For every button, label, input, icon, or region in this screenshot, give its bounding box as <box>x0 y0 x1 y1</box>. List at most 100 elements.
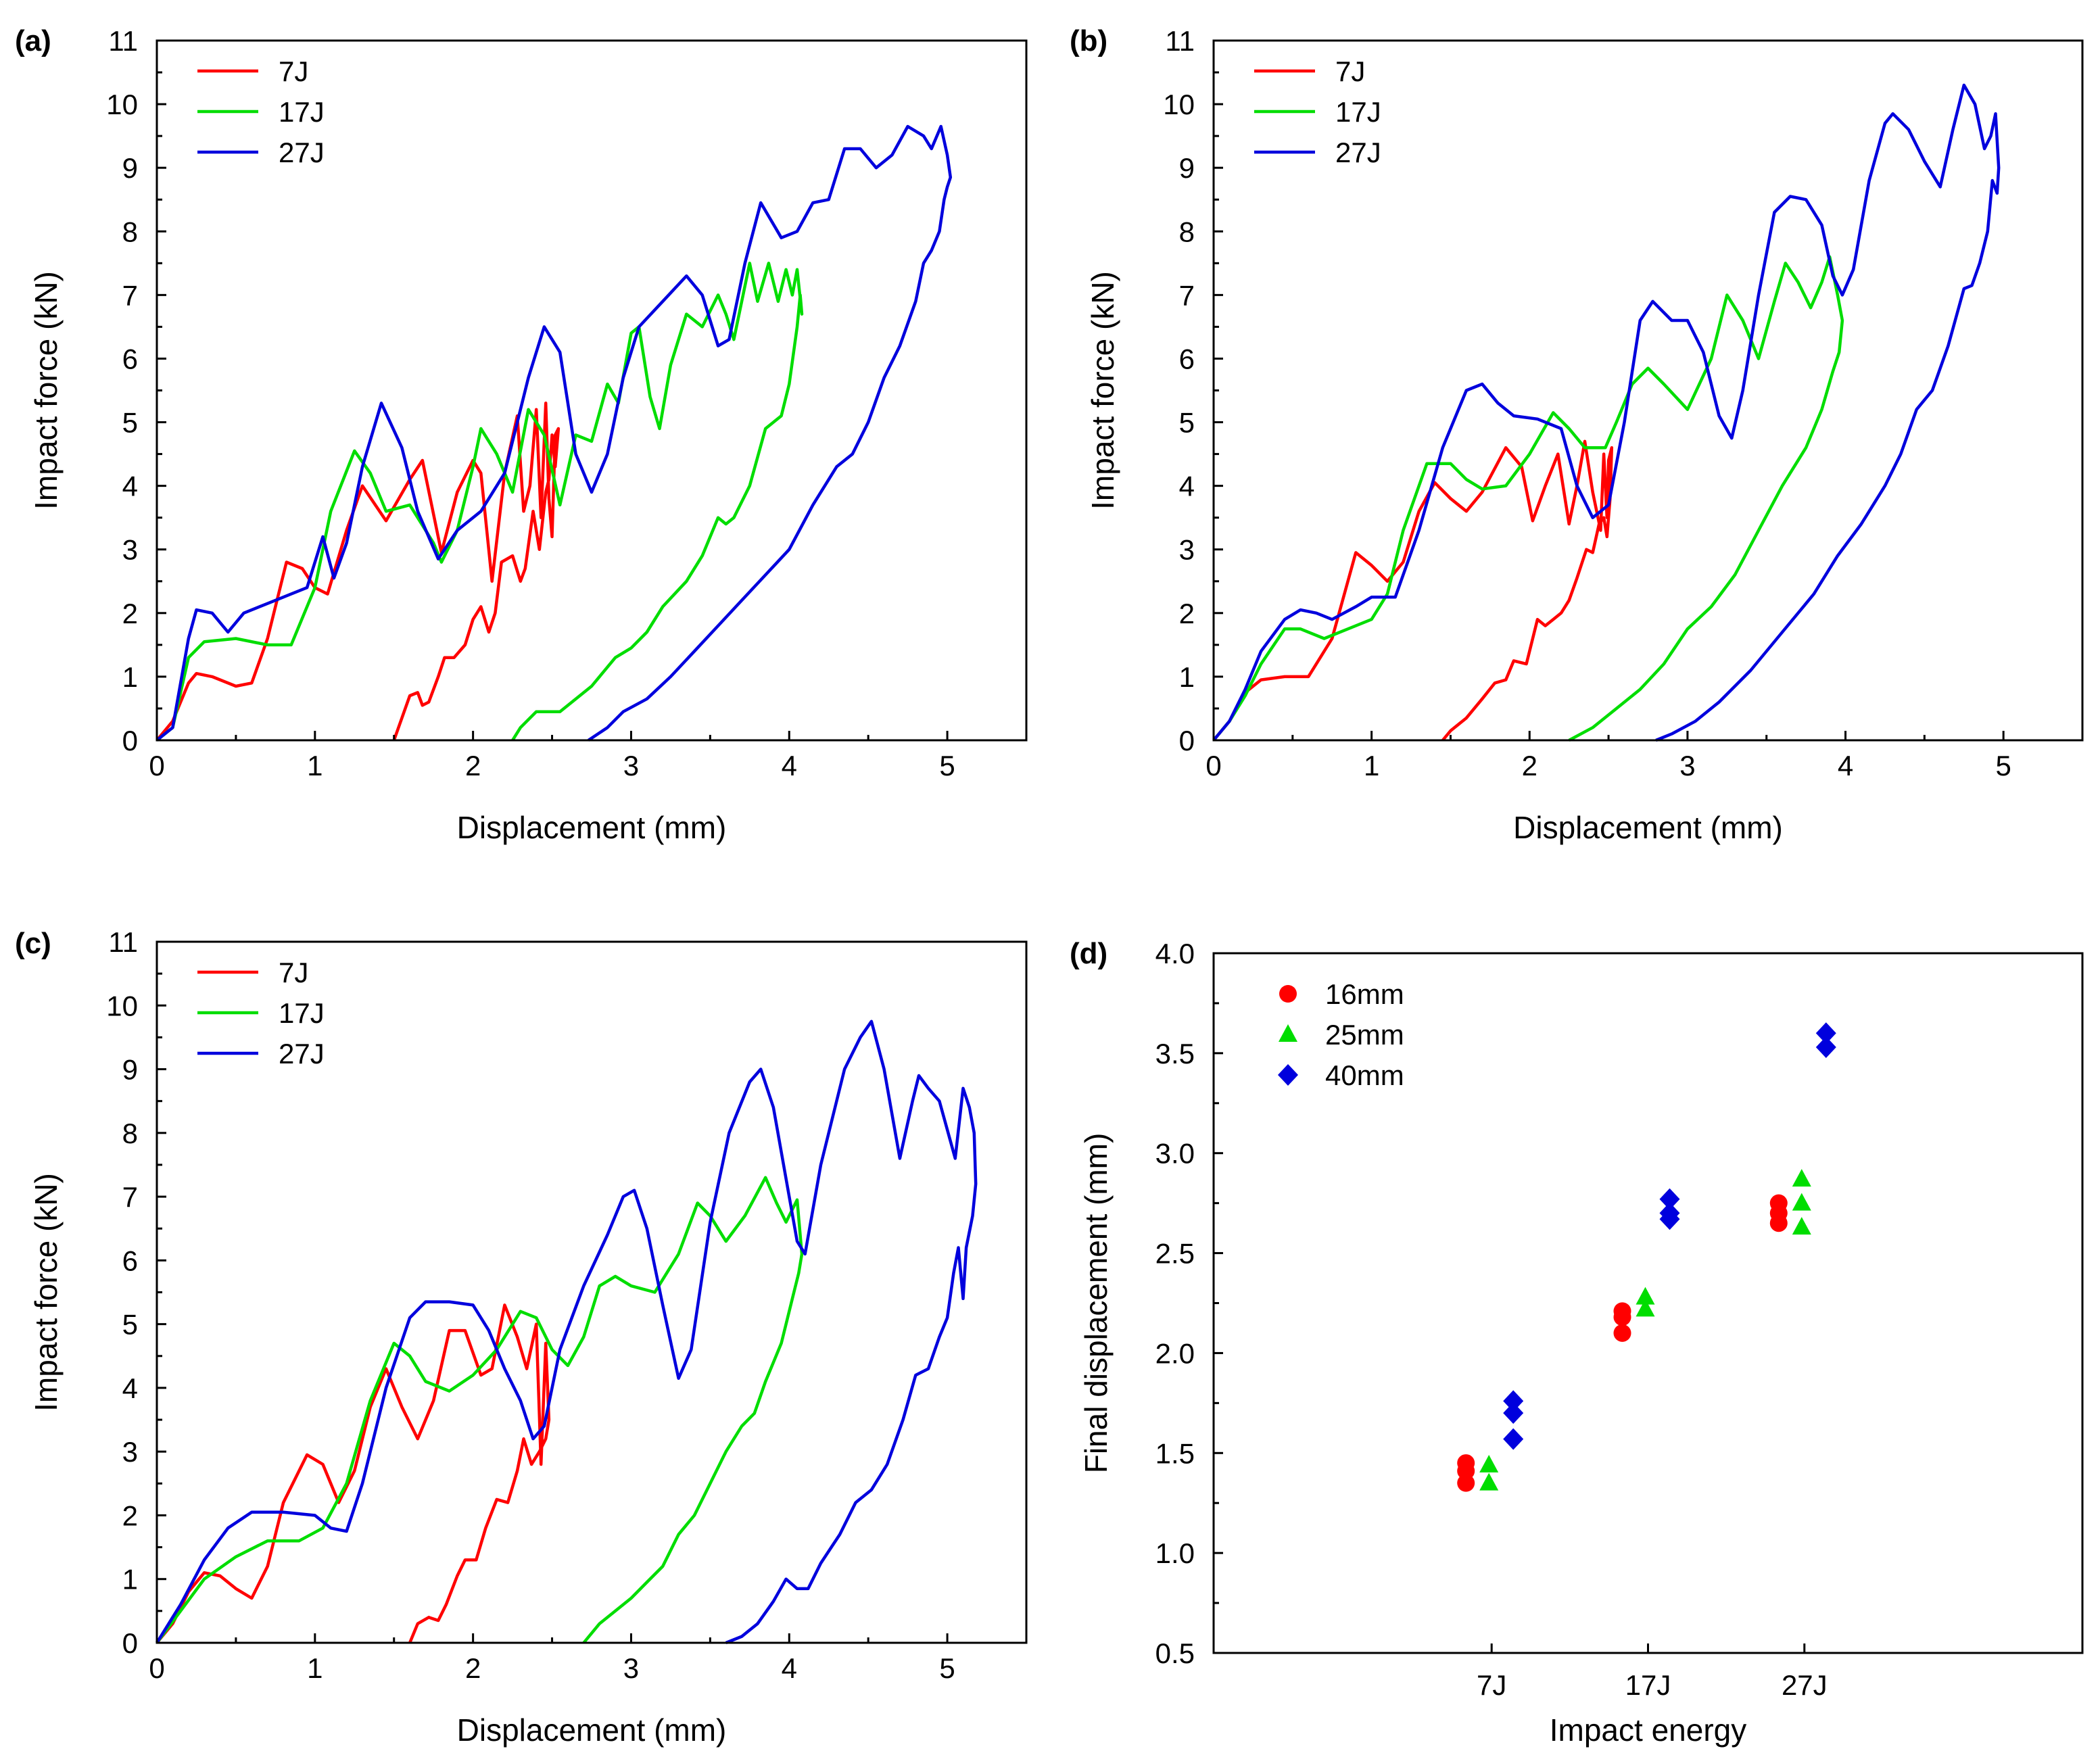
y-tick-label: 8 <box>1179 216 1195 247</box>
y-tick-label: 4 <box>1179 471 1195 502</box>
point-16mm <box>1613 1302 1631 1320</box>
x-tick-label: 7J <box>1477 1669 1506 1701</box>
y-tick-label: 2.0 <box>1155 1337 1195 1369</box>
legend-label-17J: 17J <box>1335 96 1381 128</box>
y-tick-label: 3.5 <box>1155 1038 1195 1070</box>
legend-label-27J: 27J <box>1335 137 1381 168</box>
x-axis-label: Displacement (mm) <box>1513 810 1783 845</box>
point-25mm <box>1479 1472 1499 1491</box>
y-tick-label: 10 <box>1163 89 1195 120</box>
legend-label-16mm: 16mm <box>1325 978 1404 1010</box>
legend-marker-40mm <box>1278 1064 1298 1086</box>
y-tick-label: 4 <box>122 1372 138 1404</box>
y-tick-label: 6 <box>1179 343 1195 375</box>
legend-label-7J: 7J <box>279 957 308 988</box>
y-tick-label: 1 <box>1179 661 1195 693</box>
y-tick-label: 5 <box>122 407 138 439</box>
y-tick-label: 0.5 <box>1155 1637 1195 1669</box>
x-tick-label: 1 <box>307 1652 323 1684</box>
y-tick-label: 3 <box>122 534 138 566</box>
x-tick-label: 2 <box>1522 750 1537 782</box>
x-tick-label: 27J <box>1782 1669 1828 1701</box>
y-axis-label: Impact force (kN) <box>1085 271 1120 510</box>
panel-b: (b) 0 1 2 3 4 5 0 1 2 3 4 5 6 7 8 9 10 11 Displacement (mm)… <box>1070 24 2084 845</box>
point-25mm <box>1792 1217 1811 1235</box>
y-axis-label: Final displacement (mm) <box>1078 1133 1114 1474</box>
legend-label-7J: 7J <box>1335 55 1365 87</box>
point-40mm <box>1815 1036 1836 1058</box>
y-tick-label: 9 <box>122 1054 138 1086</box>
x-tick-label: 4 <box>1838 750 1853 782</box>
series-line-17J <box>156 1176 804 1644</box>
series-line-7J <box>156 402 560 742</box>
series-line-27J <box>156 1019 978 1645</box>
legend-label-27J: 27J <box>279 1038 325 1070</box>
y-tick-label: 10 <box>106 89 138 120</box>
point-25mm <box>1636 1299 1655 1317</box>
y-tick-label: 7 <box>122 279 138 311</box>
point-25mm <box>1792 1169 1811 1187</box>
point-40mm <box>1659 1188 1680 1210</box>
panel-label: (d) <box>1070 937 1107 970</box>
y-tick-label: 1.5 <box>1155 1437 1195 1469</box>
series-line-17J <box>156 262 804 742</box>
x-tick-label: 4 <box>782 750 797 782</box>
x-axis-label: Displacement (mm) <box>457 810 727 845</box>
y-tick-label: 5 <box>122 1309 138 1341</box>
legend-label-25mm: 25mm <box>1325 1019 1404 1051</box>
panel-label: (c) <box>15 927 51 960</box>
y-tick-label: 4 <box>122 471 138 502</box>
y-tick-label: 11 <box>1165 25 1195 57</box>
x-tick-label: 3 <box>1679 750 1695 782</box>
panel-c: (c) 0 1 2 3 4 5 0 1 2 3 4 5 6 7 8 9 10 11 Displacement (mm)… <box>15 926 1028 1748</box>
x-tick-label: 3 <box>623 1652 639 1684</box>
series-line-17J <box>1212 255 1844 742</box>
y-tick-label: 0 <box>122 1627 138 1659</box>
y-tick-label: 0 <box>1179 725 1195 757</box>
x-axis-label: Impact energy <box>1550 1712 1746 1748</box>
y-tick-label: 2 <box>122 1499 138 1531</box>
y-tick-label: 3 <box>1179 534 1195 566</box>
y-tick-label: 2 <box>122 598 138 629</box>
y-tick-label: 1.0 <box>1155 1537 1195 1569</box>
x-tick-label: 4 <box>782 1652 797 1684</box>
legend-label-17J: 17J <box>279 997 325 1029</box>
x-tick-label: 5 <box>1996 750 2011 782</box>
legend-marker-25mm <box>1279 1024 1297 1042</box>
y-tick-label: 11 <box>108 926 138 958</box>
y-tick-label: 0 <box>122 725 138 757</box>
series-line-27J <box>1212 83 2001 742</box>
y-tick-label: 2.5 <box>1155 1238 1195 1270</box>
legend-label-40mm: 40mm <box>1325 1059 1404 1091</box>
series-line-7J <box>1212 439 1614 742</box>
y-tick-label: 1 <box>122 1564 138 1595</box>
point-40mm <box>1815 1022 1836 1044</box>
y-axis-label: Impact force (kN) <box>28 271 64 510</box>
x-axis-label: Displacement (mm) <box>457 1712 727 1748</box>
point-16mm <box>1457 1454 1475 1472</box>
x-tick-label: 0 <box>149 750 164 782</box>
y-tick-label: 8 <box>122 216 138 247</box>
x-tick-label: 17J <box>1625 1669 1671 1701</box>
y-tick-label: 9 <box>122 152 138 184</box>
x-tick-label: 0 <box>149 1652 164 1684</box>
panel-label: (b) <box>1070 24 1107 57</box>
y-tick-label: 11 <box>108 25 138 57</box>
y-tick-label: 8 <box>122 1118 138 1149</box>
point-40mm <box>1503 1428 1524 1450</box>
point-25mm <box>1636 1287 1655 1305</box>
y-tick-label: 1 <box>122 661 138 693</box>
y-tick-label: 6 <box>122 343 138 375</box>
legend-label-27J: 27J <box>279 137 325 168</box>
point-40mm <box>1503 1390 1524 1412</box>
y-tick-label: 4.0 <box>1155 938 1195 969</box>
series-line-27J <box>156 124 953 742</box>
x-tick-label: 2 <box>465 750 481 782</box>
point-25mm <box>1479 1455 1499 1473</box>
legend-marker-16mm <box>1279 985 1297 1003</box>
legend-label-17J: 17J <box>279 96 325 128</box>
y-tick-label: 7 <box>1179 279 1195 311</box>
point-25mm <box>1792 1193 1811 1211</box>
x-tick-label: 5 <box>939 750 955 782</box>
